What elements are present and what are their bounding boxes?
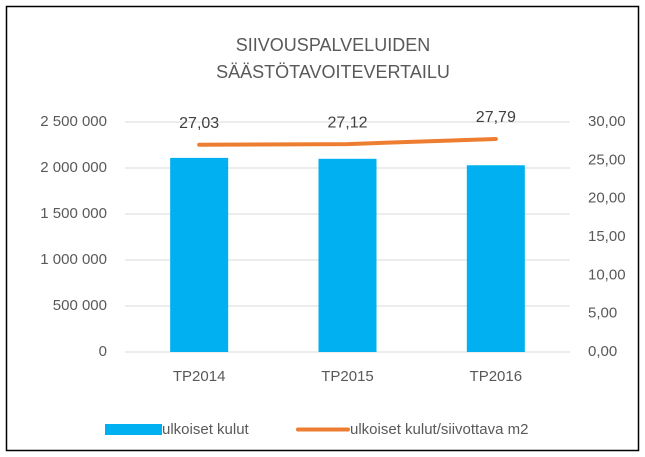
y2-tick-label: 25,00: [588, 151, 626, 168]
y2-tick-label: 15,00: [588, 228, 626, 245]
x-tick-label: TP2015: [321, 368, 374, 385]
bar: [318, 158, 377, 352]
x-tick-label: TP2014: [173, 368, 226, 385]
y2-tick-label: 10,00: [588, 266, 626, 283]
bar: [170, 157, 229, 352]
legend-label: ulkoiset kulut: [162, 421, 250, 438]
chart-title: SÄÄSTÖTAVOITEVERTAILU: [216, 62, 450, 82]
data-label: 27,79: [476, 109, 516, 126]
y-tick-label: 0: [99, 343, 107, 360]
legend-swatch: [105, 424, 162, 435]
data-label: 27,12: [327, 114, 367, 131]
y-tick-label: 1 500 000: [40, 205, 107, 222]
legend-label: ulkoiset kulut/siivottava m2: [350, 421, 528, 438]
y-tick-label: 2 500 000: [40, 113, 107, 130]
x-tick-label: TP2016: [470, 368, 523, 385]
y-tick-label: 500 000: [53, 297, 107, 314]
y2-tick-label: 5,00: [588, 305, 617, 322]
y-tick-label: 2 000 000: [40, 159, 107, 176]
y2-tick-label: 30,00: [588, 113, 626, 130]
bar: [466, 165, 525, 352]
y-tick-label: 1 000 000: [40, 251, 107, 268]
data-label: 27,03: [179, 115, 219, 132]
y2-tick-label: 20,00: [588, 190, 626, 207]
chart-title: SIIVOUSPALVELUIDEN: [236, 35, 430, 55]
line: [197, 136, 498, 147]
y2-tick-label: 0,00: [588, 343, 617, 360]
